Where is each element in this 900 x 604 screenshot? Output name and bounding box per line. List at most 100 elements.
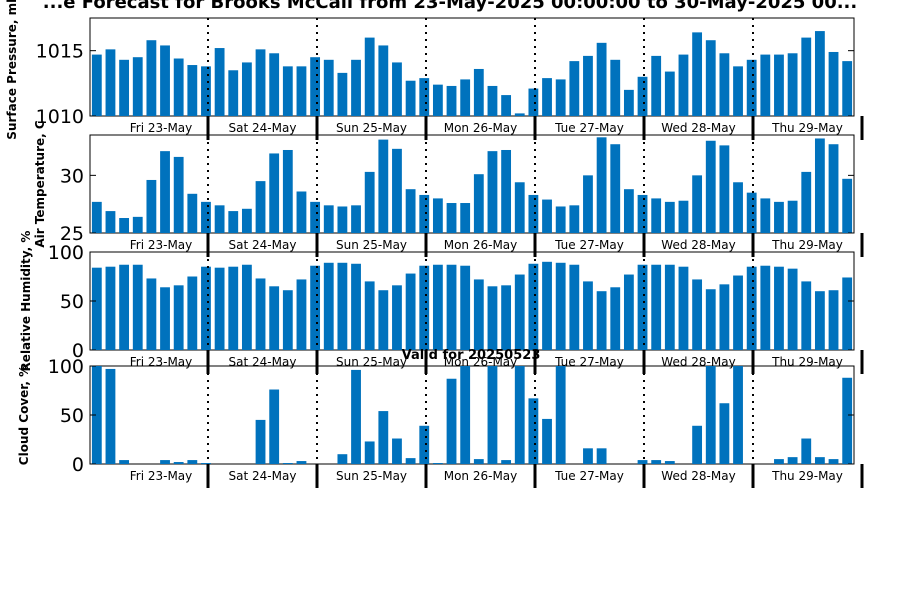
bar: [569, 264, 580, 350]
bar: [487, 151, 498, 233]
y-axis-label: Air Temperature, C: [33, 120, 47, 248]
bar: [378, 411, 389, 464]
bar: [733, 366, 743, 464]
bar: [146, 40, 157, 116]
bar: [637, 264, 648, 350]
bar: [296, 191, 307, 233]
bar: [746, 266, 757, 350]
bar: [651, 198, 662, 233]
bar: [173, 462, 184, 464]
bar: [310, 57, 321, 116]
bar: [201, 201, 211, 233]
bar: [487, 286, 498, 350]
bar: [364, 37, 375, 116]
bar: [282, 149, 293, 233]
valid-for-label: Valid for 20250523: [402, 348, 541, 363]
bar: [514, 113, 525, 116]
bar: [473, 174, 484, 233]
bar: [282, 66, 293, 116]
bar: [719, 53, 730, 116]
bar: [733, 66, 743, 116]
x-tick-label: Sat 24-May: [229, 469, 297, 483]
bar: [201, 463, 211, 464]
y-tick-label: 50: [60, 405, 84, 427]
y-tick-label: 0: [72, 454, 84, 476]
bar: [269, 389, 280, 464]
bar: [487, 366, 498, 464]
y-tick-label: 1010: [36, 106, 84, 128]
x-tick-label: Tue 27-May: [554, 238, 624, 252]
bar: [160, 45, 170, 116]
bar: [432, 264, 443, 350]
bar: [419, 425, 430, 464]
bar: [405, 273, 416, 350]
bar: [446, 264, 457, 350]
bar: [323, 205, 334, 233]
bar: [678, 200, 689, 233]
bar: [692, 279, 703, 350]
bar: [419, 265, 430, 350]
bar: [310, 201, 321, 233]
bar: [514, 182, 525, 233]
bar: [91, 267, 102, 350]
bar: [337, 454, 348, 464]
bar: [119, 460, 130, 464]
bar: [814, 138, 825, 233]
bar: [337, 262, 348, 350]
x-tick-label: Fri 23-May: [130, 355, 193, 369]
bar: [160, 287, 170, 350]
bar: [733, 182, 743, 233]
bar: [610, 144, 621, 233]
bar: [146, 278, 157, 350]
bar: [173, 58, 184, 116]
bar: [828, 290, 839, 350]
bar: [405, 80, 416, 116]
bar: [378, 139, 389, 233]
bar: [173, 156, 184, 233]
bar: [528, 263, 539, 350]
bar: [105, 266, 116, 350]
bar: [774, 459, 784, 464]
y-axis-label: Surface Pressure, mb: [5, 0, 19, 140]
bar: [446, 203, 457, 233]
bar: [160, 460, 170, 464]
y-tick-label: 25: [60, 223, 84, 245]
bar: [801, 281, 812, 350]
bar: [814, 291, 825, 350]
bar: [637, 76, 648, 116]
bar: [446, 85, 457, 116]
bar: [337, 72, 348, 116]
bar: [555, 262, 566, 350]
bar: [719, 284, 730, 350]
bar: [255, 419, 266, 464]
figure-title: ...e Forecast for Brooks McCall from 23-…: [43, 0, 857, 13]
x-tick-label: Fri 23-May: [130, 238, 193, 252]
bar: [555, 79, 566, 116]
bar: [664, 201, 675, 233]
bar: [883, 461, 893, 464]
bar: [419, 78, 430, 116]
bar: [555, 206, 566, 233]
bar: [296, 279, 307, 350]
bar: [241, 62, 252, 116]
bar: [337, 206, 348, 233]
bar: [228, 70, 239, 116]
y-tick-label: 1015: [36, 41, 84, 63]
bar: [214, 48, 225, 116]
bar: [119, 264, 130, 350]
bar: [596, 448, 607, 464]
bar: [269, 153, 280, 233]
bar: [473, 459, 484, 464]
bar: [542, 261, 552, 350]
bar: [787, 268, 798, 350]
bar: [419, 194, 430, 233]
bar: [814, 31, 825, 116]
bar: [378, 45, 389, 116]
plot-frame: [89, 17, 855, 117]
bar: [637, 460, 648, 464]
bar: [814, 457, 825, 464]
panels-layer: 1010 1015 Surface Pressure, mb Fri 23-May Sa…: [5, 0, 893, 488]
bar: [705, 140, 716, 233]
bar: [692, 425, 703, 464]
